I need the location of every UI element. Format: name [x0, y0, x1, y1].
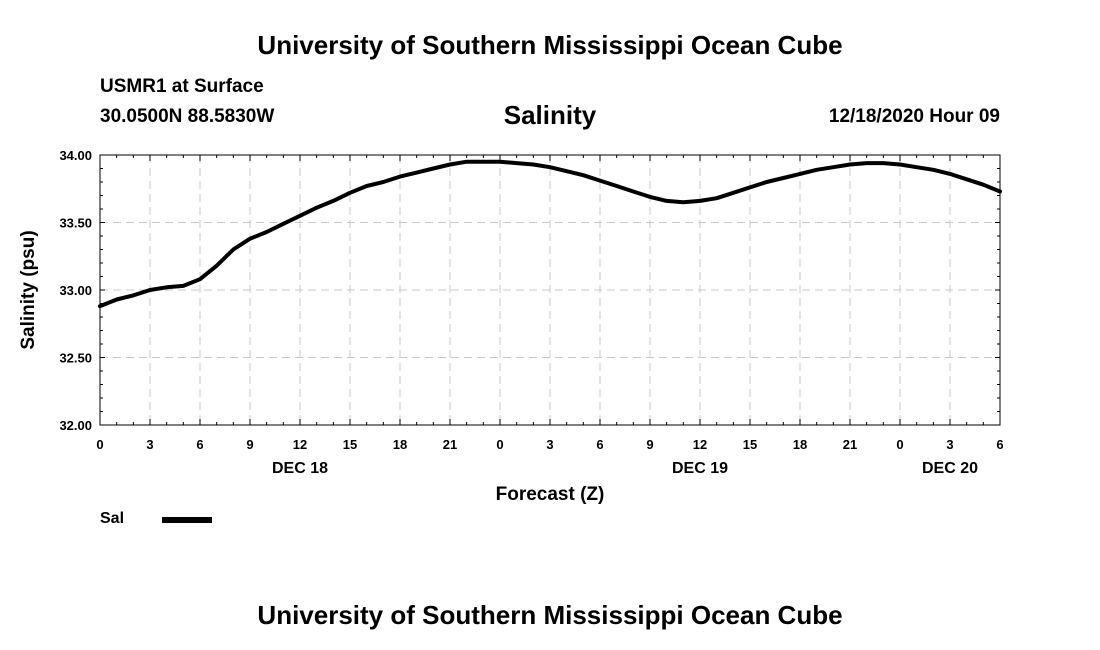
series-line-sal: [98, 159, 1002, 309]
y-tick-label: 32.00: [59, 418, 92, 433]
chart-title: Salinity: [503, 100, 597, 130]
x-tick-label: 6: [596, 437, 603, 452]
x-tick-label: 15: [343, 437, 357, 452]
y-tick-label: 33.00: [59, 283, 92, 298]
date-label: DEC 20: [922, 460, 978, 477]
y-tick-label: 34.00: [59, 148, 92, 163]
axis-labels: 32.00 32.50 33.00 33.50 34.00 0 3 6 9 12 15 18 21 0 3 6…: [59, 148, 1003, 477]
x-axis-label: Forecast (Z): [496, 484, 605, 505]
x-tick-label: 21: [443, 437, 457, 452]
y-tick-label: 32.50: [59, 351, 92, 366]
date-label: DEC 19: [672, 460, 728, 477]
x-tick-label: 0: [96, 437, 103, 452]
x-tick-label: 6: [996, 437, 1003, 452]
x-tick-label: 12: [293, 437, 307, 452]
x-tick-label: 3: [546, 437, 553, 452]
x-tick-label: 3: [146, 437, 153, 452]
legend-line-swatch: [162, 517, 212, 523]
date-label: DEC 18: [272, 460, 328, 477]
x-tick-label: 15: [743, 437, 757, 452]
x-tick-label: 0: [496, 437, 503, 452]
coordinates-label: 30.0500N 88.5830W: [100, 106, 275, 127]
page-title: University of Southern Mississippi Ocean…: [257, 30, 843, 60]
x-tick-label: 18: [793, 437, 807, 452]
plot-frame: [99, 154, 1001, 426]
y-axis-label: Salinity (psu): [18, 230, 39, 349]
x-tick-label: 6: [196, 437, 203, 452]
x-tick-label: 3: [946, 437, 953, 452]
grid: [100, 155, 1000, 425]
x-tick-label: 9: [246, 437, 253, 452]
legend-label: Sal: [100, 510, 125, 527]
x-tick-label: 12: [693, 437, 707, 452]
x-tick-label: 18: [393, 437, 407, 452]
x-tick-label: 0: [896, 437, 903, 452]
x-tick-label: 9: [646, 437, 653, 452]
issued-time-label: 12/18/2020 Hour 09: [828, 106, 1000, 127]
series-layer: [98, 159, 1002, 309]
footer-title: University of Southern Mississippi Ocean…: [257, 600, 843, 630]
y-tick-label: 33.50: [59, 216, 92, 231]
station-label: USMR1 at Surface: [100, 76, 264, 97]
x-tick-label: 21: [843, 437, 857, 452]
